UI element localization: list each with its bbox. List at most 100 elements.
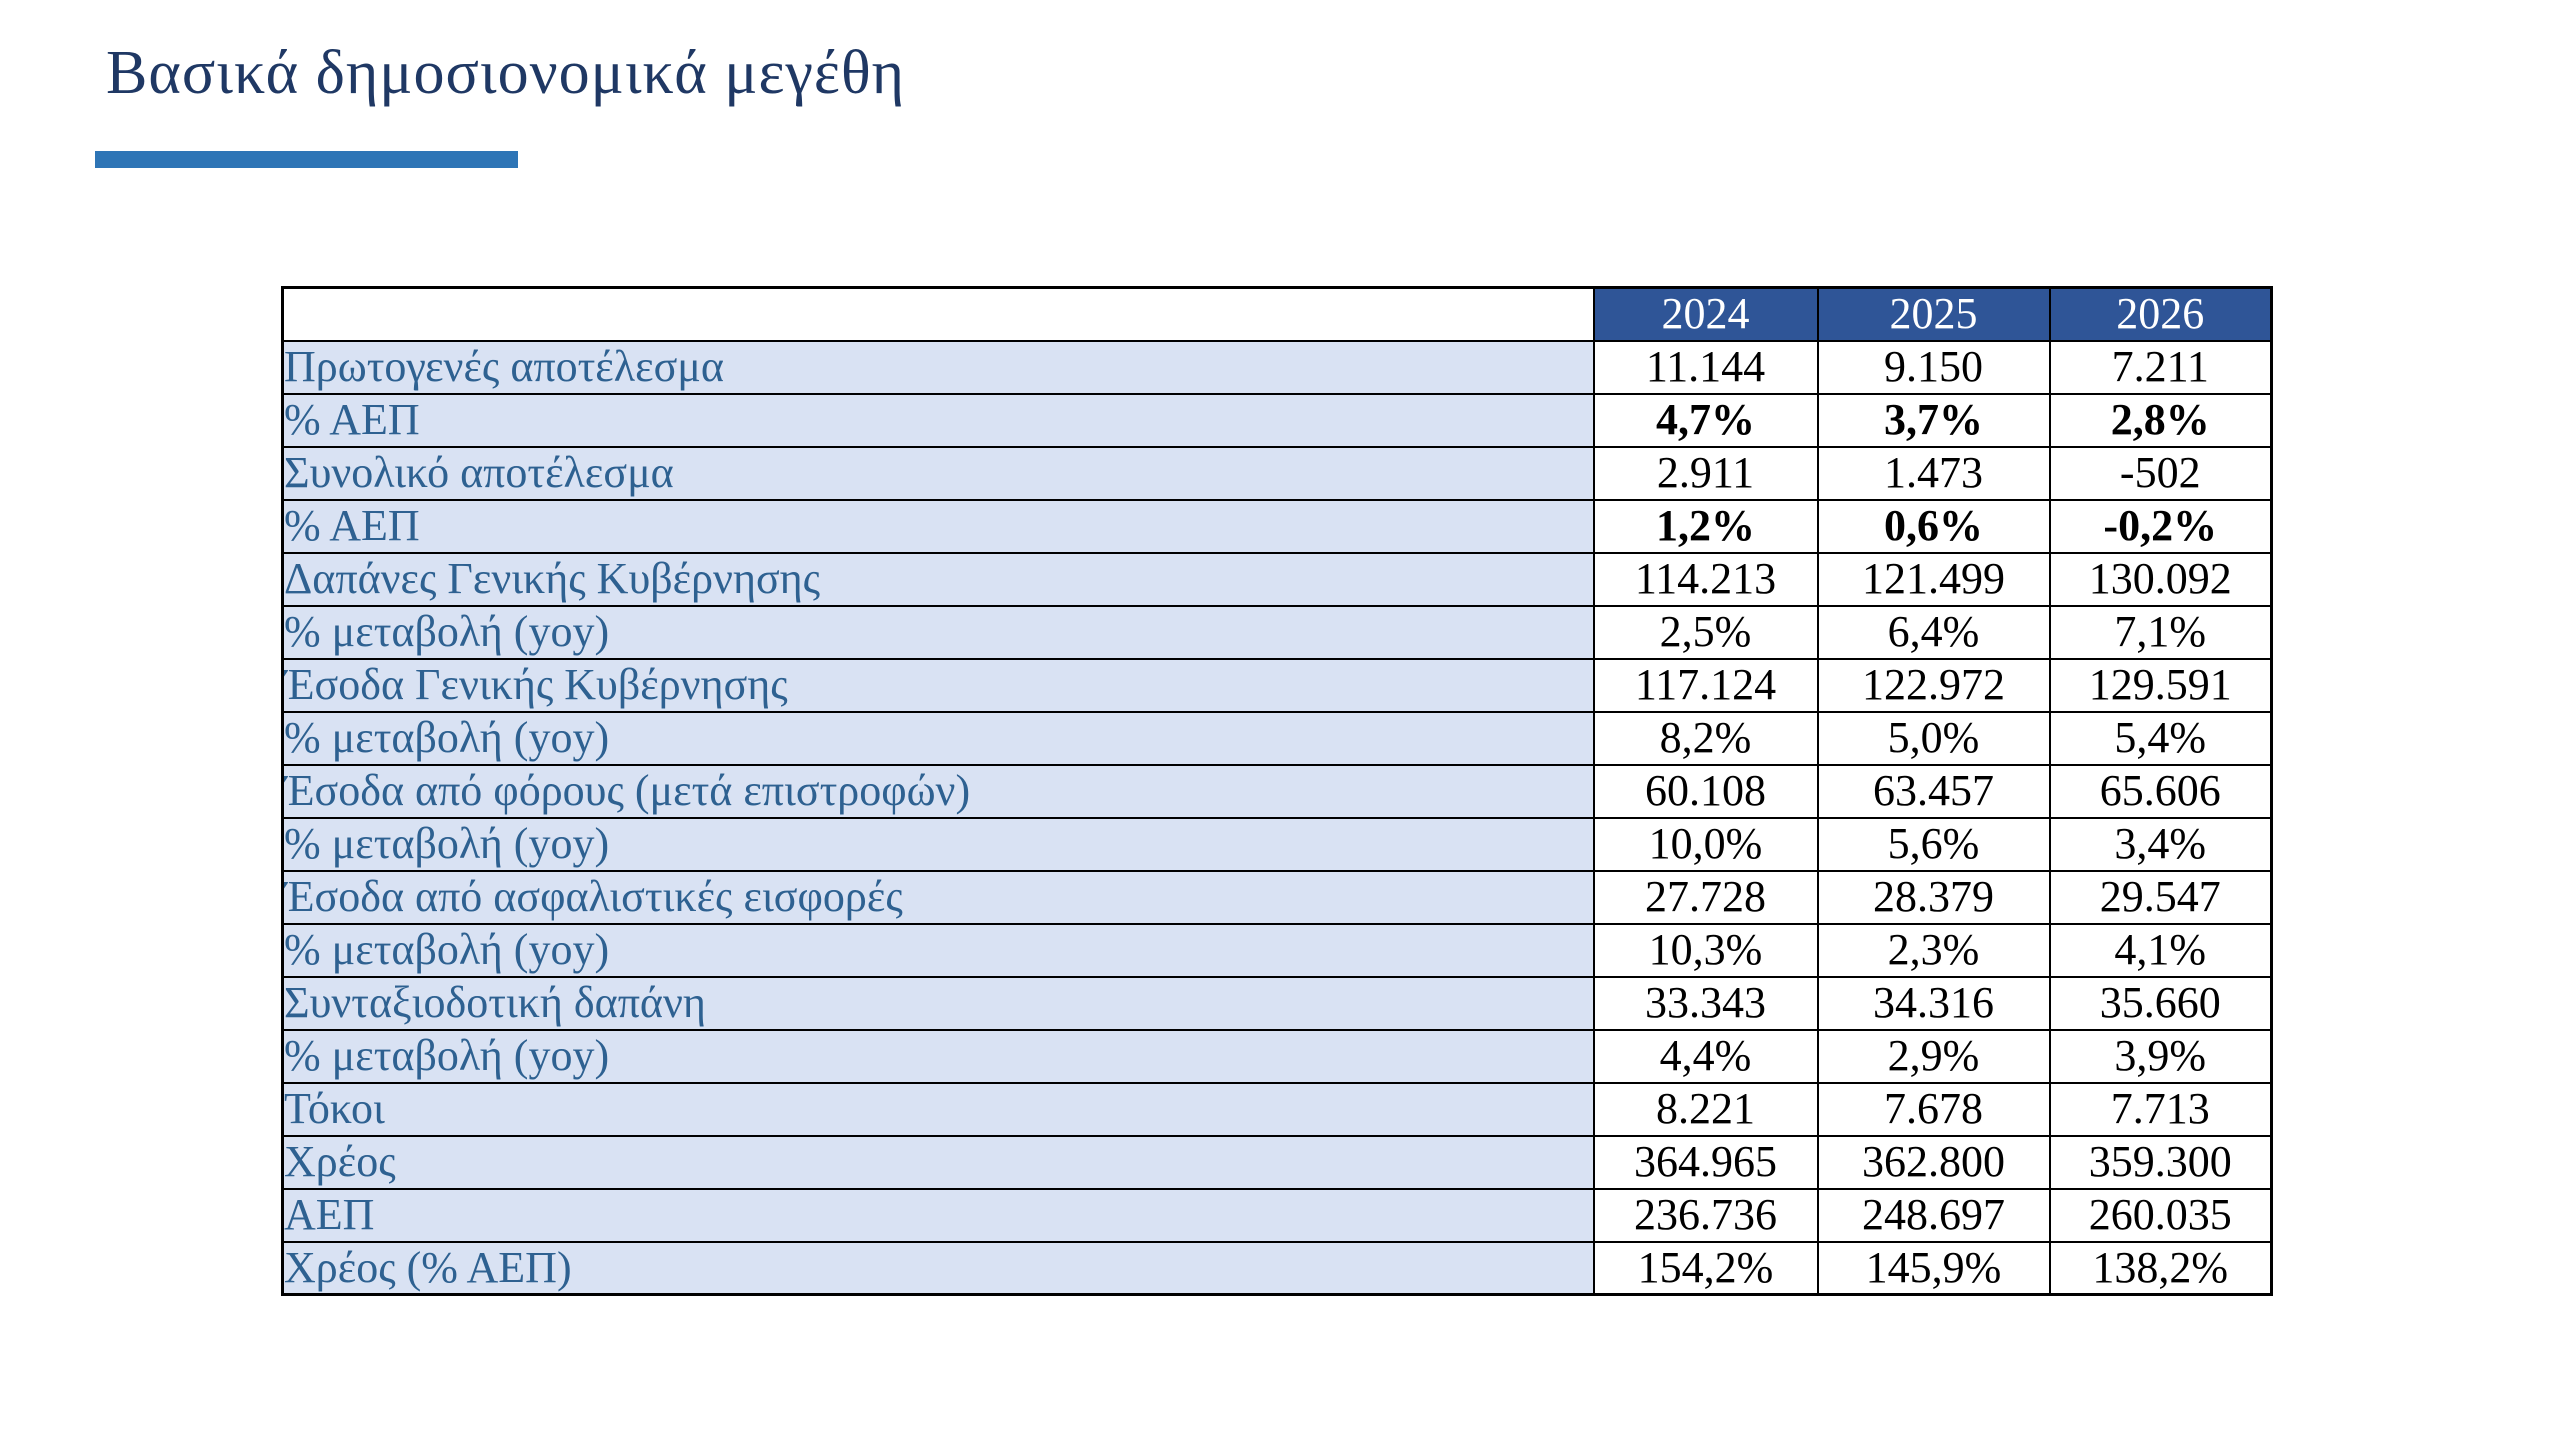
row-value: 7.678: [1816, 1081, 2051, 1137]
table-row: Πρωτογενές αποτέλεσμα 11.144 9.150 7.211: [281, 339, 2273, 395]
row-label: % μεταβολή (yoy): [281, 1028, 1595, 1084]
row-label: ΑΕΠ: [281, 1187, 1595, 1243]
row-value: 2,5%: [1592, 604, 1819, 660]
row-value: 10,3%: [1592, 922, 1819, 978]
table-row: Συνταξιοδοτική δαπάνη 33.343 34.316 35.660: [281, 975, 2273, 1031]
row-value: 5,6%: [1816, 816, 2051, 872]
row-label: Συνολικό αποτέλεσμα: [281, 445, 1595, 501]
row-value: 8,2%: [1592, 710, 1819, 766]
table-row: % μεταβολή (yoy) 8,2% 5,0% 5,4%: [281, 710, 2273, 766]
row-value: 236.736: [1592, 1187, 1819, 1243]
table-row: % μεταβολή (yoy) 2,5% 6,4% 7,1%: [281, 604, 2273, 660]
row-label: Έσοδα Γενικής Κυβέρνησης: [281, 657, 1595, 713]
table-row: Χρέος 364.965 362.800 359.300: [281, 1134, 2273, 1190]
table-row: Συνολικό αποτέλεσμα 2.911 1.473 -502: [281, 445, 2273, 501]
row-label: % ΑΕΠ: [281, 498, 1595, 554]
row-value: 4,7%: [1592, 392, 1819, 448]
row-value: 2,8%: [2048, 392, 2273, 448]
row-value: 10,0%: [1592, 816, 1819, 872]
row-value: 7,1%: [2048, 604, 2273, 660]
page-title: Βασικά δημοσιονομικά μεγέθη: [106, 39, 906, 107]
row-value: 5,0%: [1816, 710, 2051, 766]
row-value: 28.379: [1816, 869, 2051, 925]
table-row: ΑΕΠ 236.736 248.697 260.035: [281, 1187, 2273, 1243]
fiscal-table: 2024 2025 2026 Πρωτογενές αποτέλεσμα 11.144…: [281, 286, 2273, 1296]
table-row: % μεταβολή (yoy) 4,4% 2,9% 3,9%: [281, 1028, 2273, 1084]
row-label: % μεταβολή (yoy): [281, 816, 1595, 872]
row-value: 248.697: [1816, 1187, 2051, 1243]
row-value: 4,1%: [2048, 922, 2273, 978]
row-value: 4,4%: [1592, 1028, 1819, 1084]
row-value: -0,2%: [2048, 498, 2273, 554]
table-row: % ΑΕΠ 4,7% 3,7% 2,8%: [281, 392, 2273, 448]
row-value: 7.713: [2048, 1081, 2273, 1137]
row-value: 29.547: [2048, 869, 2273, 925]
row-label: Χρέος: [281, 1134, 1595, 1190]
row-value: 3,9%: [2048, 1028, 2273, 1084]
row-value: -502: [2048, 445, 2273, 501]
row-value: 60.108: [1592, 763, 1819, 819]
row-value: 364.965: [1592, 1134, 1819, 1190]
row-value: 7.211: [2048, 339, 2273, 395]
row-value: 9.150: [1816, 339, 2051, 395]
row-value: 6,4%: [1816, 604, 2051, 660]
row-value: 3,7%: [1816, 392, 2051, 448]
row-value: 154,2%: [1592, 1240, 1819, 1296]
row-value: 122.972: [1816, 657, 2051, 713]
table-row: Έσοδα από φόρους (μετά επιστροφών) 60.108…: [281, 763, 2273, 819]
row-value: 5,4%: [2048, 710, 2273, 766]
row-label: Έσοδα από φόρους (μετά επιστροφών): [281, 763, 1595, 819]
year-header-2026: 2026: [2048, 286, 2273, 342]
table-row: Έσοδα Γενικής Κυβέρνησης 117.124 122.972 12…: [281, 657, 2273, 713]
row-label: Δαπάνες Γενικής Κυβέρνησης: [281, 551, 1595, 607]
table-row: Δαπάνες Γενικής Κυβέρνησης 114.213 121.499…: [281, 551, 2273, 607]
row-value: 0,6%: [1816, 498, 2051, 554]
table-row: % μεταβολή (yoy) 10,0% 5,6% 3,4%: [281, 816, 2273, 872]
row-value: 2,9%: [1816, 1028, 2051, 1084]
row-value: 359.300: [2048, 1134, 2273, 1190]
row-value: 1,2%: [1592, 498, 1819, 554]
year-header-2024: 2024: [1592, 286, 1819, 342]
row-value: 33.343: [1592, 975, 1819, 1031]
row-label: Τόκοι: [281, 1081, 1595, 1137]
table-row: % μεταβολή (yoy) 10,3% 2,3% 4,1%: [281, 922, 2273, 978]
title-underline-bar: [95, 151, 518, 168]
row-value: 130.092: [2048, 551, 2273, 607]
table-row: % ΑΕΠ 1,2% 0,6% -0,2%: [281, 498, 2273, 554]
row-value: 129.591: [2048, 657, 2273, 713]
row-value: 65.606: [2048, 763, 2273, 819]
row-label: % μεταβολή (yoy): [281, 604, 1595, 660]
row-label: Πρωτογενές αποτέλεσμα: [281, 339, 1595, 395]
table-corner-cell: [281, 286, 1595, 342]
row-value: 1.473: [1816, 445, 2051, 501]
row-value: 35.660: [2048, 975, 2273, 1031]
row-label: Συνταξιοδοτική δαπάνη: [281, 975, 1595, 1031]
row-value: 121.499: [1816, 551, 2051, 607]
table-row: Χρέος (% ΑΕΠ) 154,2% 145,9% 138,2%: [281, 1240, 2273, 1296]
row-value: 138,2%: [2048, 1240, 2273, 1296]
row-label: Χρέος (% ΑΕΠ): [281, 1240, 1595, 1296]
row-value: 8.221: [1592, 1081, 1819, 1137]
row-label: Έσοδα από ασφαλιστικές εισφορές: [281, 869, 1595, 925]
row-label: % μεταβολή (yoy): [281, 922, 1595, 978]
row-value: 114.213: [1592, 551, 1819, 607]
table-row: Τόκοι 8.221 7.678 7.713: [281, 1081, 2273, 1137]
row-value: 145,9%: [1816, 1240, 2051, 1296]
year-header-2025: 2025: [1816, 286, 2051, 342]
row-value: 117.124: [1592, 657, 1819, 713]
table-header-row: 2024 2025 2026: [281, 286, 2273, 342]
row-value: 3,4%: [2048, 816, 2273, 872]
row-value: 362.800: [1816, 1134, 2051, 1190]
row-value: 2.911: [1592, 445, 1819, 501]
row-label: % μεταβολή (yoy): [281, 710, 1595, 766]
table-row: Έσοδα από ασφαλιστικές εισφορές 27.728 28.…: [281, 869, 2273, 925]
row-value: 2,3%: [1816, 922, 2051, 978]
row-label: % ΑΕΠ: [281, 392, 1595, 448]
row-value: 63.457: [1816, 763, 2051, 819]
row-value: 34.316: [1816, 975, 2051, 1031]
table-body: Πρωτογενές αποτέλεσμα 11.144 9.150 7.211% Α…: [281, 339, 2273, 1296]
row-value: 27.728: [1592, 869, 1819, 925]
row-value: 11.144: [1592, 339, 1819, 395]
row-value: 260.035: [2048, 1187, 2273, 1243]
